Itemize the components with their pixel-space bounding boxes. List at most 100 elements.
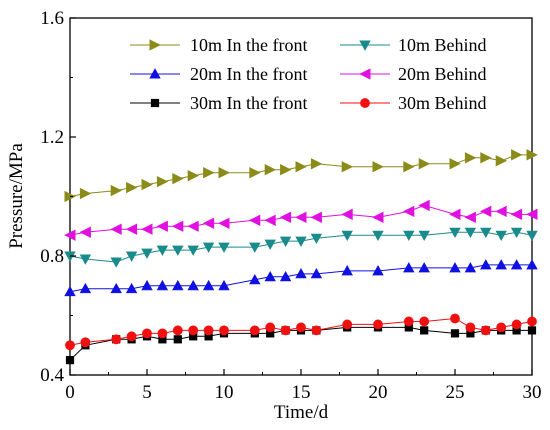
data-point xyxy=(172,325,183,336)
data-point xyxy=(187,279,199,291)
data-point xyxy=(172,245,184,256)
data-point xyxy=(449,262,461,273)
data-point xyxy=(265,322,276,333)
data-point xyxy=(464,227,477,239)
data-point xyxy=(110,282,122,294)
data-point xyxy=(480,259,492,270)
data-point xyxy=(249,242,261,253)
data-point xyxy=(218,242,230,253)
x-tick-label: 15 xyxy=(292,382,311,403)
data-point xyxy=(110,223,122,235)
x-tick-label: 30 xyxy=(523,382,542,403)
data-point xyxy=(264,239,276,250)
legend-item: 10m Behind xyxy=(340,35,487,55)
data-point xyxy=(449,227,461,239)
series-line xyxy=(69,154,532,197)
data-point xyxy=(218,167,230,179)
data-point xyxy=(142,328,152,339)
data-point xyxy=(296,322,306,333)
legend-item: 20m Behind xyxy=(340,64,487,84)
data-point xyxy=(110,184,123,197)
data-point xyxy=(173,335,182,344)
data-point xyxy=(310,211,322,224)
data-point xyxy=(141,178,153,191)
data-point xyxy=(157,328,168,339)
data-point xyxy=(480,227,492,239)
data-point xyxy=(156,279,169,291)
data-point xyxy=(341,208,353,221)
legend-marker xyxy=(150,98,160,108)
data-point xyxy=(264,164,277,176)
data-point xyxy=(372,230,384,241)
data-point xyxy=(280,164,292,176)
data-point xyxy=(202,242,215,253)
data-point xyxy=(248,214,261,226)
data-point xyxy=(526,230,538,241)
data-point xyxy=(372,265,384,276)
legend-marker xyxy=(360,98,370,108)
legend-label: 10m In the front xyxy=(190,35,307,55)
legend-item: 20m In the front xyxy=(130,64,307,84)
data-point xyxy=(295,161,307,173)
legend-label: 10m Behind xyxy=(398,35,487,55)
data-point xyxy=(310,268,323,279)
data-point xyxy=(187,169,200,182)
data-point xyxy=(171,220,184,232)
data-point xyxy=(495,259,507,270)
data-point xyxy=(249,273,261,285)
data-point xyxy=(80,337,91,348)
data-point xyxy=(187,245,199,256)
y-tick-label: 1.2 xyxy=(40,127,64,148)
data-point xyxy=(464,211,476,224)
data-point xyxy=(510,227,523,239)
data-point xyxy=(418,262,430,273)
data-point xyxy=(295,268,307,279)
data-point xyxy=(172,172,184,185)
data-point xyxy=(156,245,169,256)
legend-marker xyxy=(149,68,161,79)
data-point xyxy=(342,319,353,330)
data-point xyxy=(202,217,215,229)
data-point xyxy=(203,325,214,336)
data-point xyxy=(372,211,384,224)
data-point xyxy=(279,211,292,224)
x-tick-label: 25 xyxy=(446,382,465,403)
data-point xyxy=(450,313,460,324)
data-point xyxy=(479,205,492,218)
data-point xyxy=(311,325,322,336)
data-point xyxy=(511,319,522,330)
data-point xyxy=(249,325,260,336)
data-point xyxy=(464,262,477,273)
data-point xyxy=(310,233,323,244)
data-point xyxy=(418,230,430,241)
data-point xyxy=(141,223,153,235)
data-point xyxy=(510,259,523,270)
data-point xyxy=(495,155,508,167)
axis-ticks: 0 5 10 15 20 25 30 0.4 0.8 1.2 1.6 xyxy=(40,8,541,403)
x-tick-label: 10 xyxy=(215,382,234,403)
legend: 10m In the front 10m Behind 20m In the fro… xyxy=(130,35,487,113)
data-point xyxy=(279,271,292,282)
y-tick-label: 0.8 xyxy=(40,246,64,267)
data-point xyxy=(526,259,538,270)
data-point xyxy=(403,161,415,173)
data-point xyxy=(418,199,430,212)
legend-label: 30m In the front xyxy=(190,93,307,113)
data-point xyxy=(125,223,138,235)
y-axis-title: Pressure/MPa xyxy=(6,143,27,249)
legend-marker xyxy=(359,68,371,80)
y-tick-label: 0.4 xyxy=(40,365,64,386)
data-point xyxy=(465,322,476,333)
data-point xyxy=(280,325,291,336)
data-point xyxy=(264,271,276,282)
data-point xyxy=(450,329,460,338)
series-layer xyxy=(64,149,538,365)
data-point xyxy=(403,230,415,241)
data-point xyxy=(264,214,276,226)
data-point xyxy=(203,167,215,179)
legend-label: 30m Behind xyxy=(398,93,487,113)
data-point xyxy=(279,236,292,247)
data-point xyxy=(510,208,523,221)
data-point xyxy=(527,316,537,327)
data-point xyxy=(403,316,414,327)
